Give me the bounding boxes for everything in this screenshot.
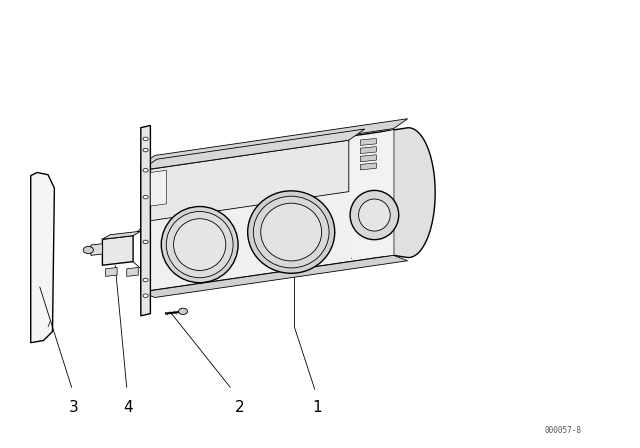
Circle shape [143,195,148,199]
Text: 000057-8: 000057-8 [545,426,582,435]
Polygon shape [360,155,376,162]
Circle shape [143,148,148,152]
Polygon shape [141,129,365,170]
Polygon shape [141,125,150,316]
Polygon shape [394,128,435,258]
Text: 1: 1 [312,400,322,415]
Ellipse shape [248,191,335,273]
Text: 3: 3 [68,400,79,415]
Polygon shape [360,163,376,170]
Ellipse shape [166,211,233,278]
Polygon shape [91,244,102,255]
Circle shape [143,137,148,141]
Circle shape [179,308,188,314]
Polygon shape [351,130,394,258]
Polygon shape [106,267,117,276]
Circle shape [83,246,93,254]
Ellipse shape [253,196,329,268]
Ellipse shape [173,219,226,271]
Polygon shape [141,255,408,297]
Polygon shape [102,231,141,239]
Polygon shape [143,140,349,222]
Polygon shape [141,119,408,165]
Circle shape [143,278,148,282]
Polygon shape [127,267,138,276]
Ellipse shape [358,199,390,231]
Text: 2: 2 [235,400,245,415]
Circle shape [143,168,148,172]
Circle shape [143,240,148,244]
Ellipse shape [161,207,238,283]
Polygon shape [360,138,376,146]
Text: 4: 4 [123,400,133,415]
Polygon shape [360,146,376,154]
Polygon shape [102,236,133,265]
Ellipse shape [260,203,322,261]
Polygon shape [31,172,54,343]
Ellipse shape [350,190,399,240]
Polygon shape [150,170,166,206]
Circle shape [143,294,148,297]
Polygon shape [141,130,394,292]
